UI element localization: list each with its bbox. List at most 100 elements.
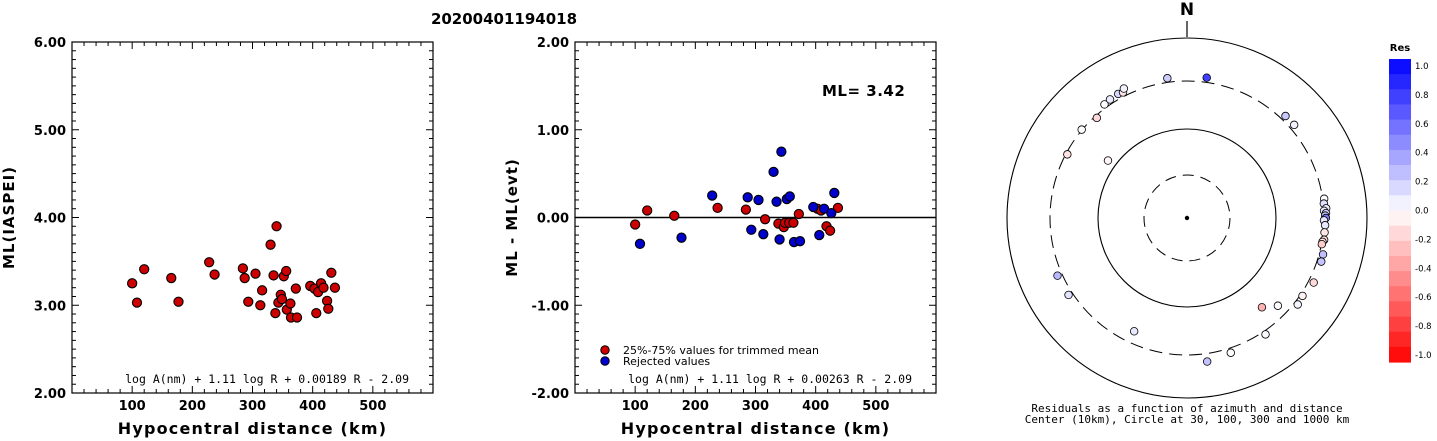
station-residual-point <box>1298 291 1307 301</box>
colorbar-tick-label: -1.0 <box>1415 351 1432 361</box>
station-residual-point <box>1320 221 1330 230</box>
station-residual-point <box>1100 100 1109 109</box>
data-point <box>237 263 249 274</box>
colorbar-swatch <box>1389 89 1411 106</box>
data-point <box>281 265 292 277</box>
colorbar-tick-label: -0.4 <box>1415 264 1432 274</box>
polar-caption-line: Center (10km), Circle at 30, 100, 300 an… <box>1025 413 1350 426</box>
colorbar-swatch <box>1389 195 1411 212</box>
data-point <box>209 269 220 280</box>
station-residual-point <box>1309 278 1318 287</box>
rejected-data-point <box>753 194 764 206</box>
colorbar-tick-label: 0.8 <box>1415 91 1429 101</box>
colorbar-swatch <box>1389 180 1411 196</box>
station-residual-point <box>1281 111 1290 121</box>
data-point <box>291 312 303 323</box>
rejected-data-point <box>829 187 840 199</box>
station-residual-point <box>1257 303 1267 312</box>
colorbar-title: Res <box>1390 43 1410 54</box>
data-point <box>139 264 150 275</box>
x-tick-label: 100 <box>119 399 146 414</box>
residual-colorbar: Res 1.0 0.8 0.6 0.4 0.2 0.0 -0.2 -0.4 -0.6 -0.8 -1.… <box>1389 43 1432 363</box>
data-point <box>166 272 177 284</box>
x-tick-label: 200 <box>682 399 709 414</box>
rejected-data-point <box>826 207 837 219</box>
rejected-data-point <box>634 238 646 249</box>
x-tick-label: 200 <box>179 399 206 414</box>
station-residual-point <box>1119 84 1129 93</box>
colorbar-swatch <box>1389 346 1411 363</box>
colorbar-tick-label: 0.4 <box>1415 149 1429 159</box>
data-point <box>268 270 279 281</box>
y-tick-label: 6.00 <box>34 36 66 51</box>
colorbar-swatch <box>1389 149 1411 166</box>
station-residual-point <box>1320 228 1329 237</box>
colorbar-tick-label: 0.2 <box>1415 178 1429 188</box>
colorbar-tick-label: -0.6 <box>1415 293 1432 303</box>
data-point <box>759 214 771 225</box>
data-point <box>239 272 250 284</box>
data-point <box>250 268 261 279</box>
data-point <box>131 297 143 308</box>
rejected-data-point <box>774 234 785 245</box>
colorbar-swatch <box>1389 210 1411 227</box>
rejected-data-point <box>707 190 718 201</box>
y-axis-label: ML - ML(evt) <box>503 158 521 276</box>
range-circle-30km <box>1143 174 1231 262</box>
range-circle-1000km <box>1006 37 1368 399</box>
data-point <box>740 204 752 215</box>
x-tick-label: 400 <box>802 399 829 414</box>
x-tick-label: 300 <box>239 399 266 414</box>
colorbar-swatch <box>1389 331 1411 348</box>
rejected-data-point <box>784 191 795 202</box>
colorbar-tick-label: 0.6 <box>1415 120 1429 130</box>
data-point <box>173 296 184 307</box>
colorbar-tick-label: -0.2 <box>1415 235 1432 245</box>
data-point <box>793 208 804 220</box>
plot-frame <box>71 41 434 394</box>
magnitude-annotation: ML= 3.42 <box>822 82 905 100</box>
data-point <box>630 219 641 230</box>
rejected-data-point <box>808 201 819 213</box>
colorbar-tick-label: 1.0 <box>1415 62 1429 72</box>
station-residual-point <box>1317 257 1326 266</box>
magnitude-vs-distance-plot: 100 200 300 400 500 2.00 3.00 4.00 5.00 6.00 Hypoc… <box>0 36 434 438</box>
legend-label: Rejected values <box>623 355 710 368</box>
y-tick-label: 3.00 <box>34 299 66 314</box>
station-residual-point <box>1053 271 1062 280</box>
figure-title: 20200401194018 <box>431 10 577 28</box>
data-point <box>285 298 296 309</box>
north-label: N <box>1180 0 1194 20</box>
station-residual-point <box>1063 150 1072 159</box>
rejected-data-point <box>758 229 769 240</box>
colorbar-swatch <box>1389 104 1411 121</box>
colorbar-swatch <box>1389 74 1411 90</box>
station-residual-point <box>1289 120 1299 130</box>
station-residual-point <box>1064 290 1073 300</box>
y-tick-label: 2.00 <box>537 36 569 51</box>
station-residual-point <box>1318 250 1328 259</box>
x-tick-label: 100 <box>622 399 649 414</box>
rejected-data-point <box>794 236 806 247</box>
colorbar-swatch <box>1389 165 1411 181</box>
epicenter-dot <box>1184 215 1190 221</box>
colorbar-tick-label: 0.0 <box>1415 207 1429 217</box>
data-point <box>323 303 334 314</box>
range-circle-100km <box>1097 128 1277 308</box>
data-point <box>243 296 254 307</box>
colorbar-swatch <box>1389 134 1411 151</box>
magnitude-formula: log A(nm) + 1.11 log R + 0.00189 R - 2.0… <box>125 372 409 386</box>
colorbar-swatch <box>1389 255 1411 272</box>
colorbar-swatch <box>1389 240 1411 257</box>
x-tick-label: 500 <box>862 399 889 414</box>
legend-marker <box>600 345 610 355</box>
legend-marker <box>600 356 610 366</box>
station-residual-point <box>1103 156 1113 165</box>
rejected-data-point <box>776 146 787 157</box>
azimuth-residual-polar-plot: N Residuals as a function of azimuth and … <box>1006 0 1368 426</box>
x-tick-label: 400 <box>299 399 326 414</box>
station-residual-point <box>1317 240 1327 249</box>
y-tick-label: 5.00 <box>34 124 66 139</box>
